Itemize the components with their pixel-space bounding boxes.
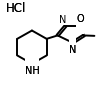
Text: NH: NH xyxy=(25,66,39,76)
Text: NH: NH xyxy=(25,66,39,76)
Text: NH: NH xyxy=(25,56,39,66)
Text: O: O xyxy=(76,14,84,24)
Text: N: N xyxy=(59,15,66,25)
Text: N: N xyxy=(59,15,66,25)
Text: N: N xyxy=(69,45,76,55)
Text: O: O xyxy=(76,14,84,24)
Text: N: N xyxy=(69,35,76,45)
Text: HCl: HCl xyxy=(6,2,26,15)
Text: N: N xyxy=(59,15,66,25)
Text: O: O xyxy=(76,24,84,34)
Text: HCl: HCl xyxy=(6,2,26,15)
Text: N: N xyxy=(69,45,76,55)
